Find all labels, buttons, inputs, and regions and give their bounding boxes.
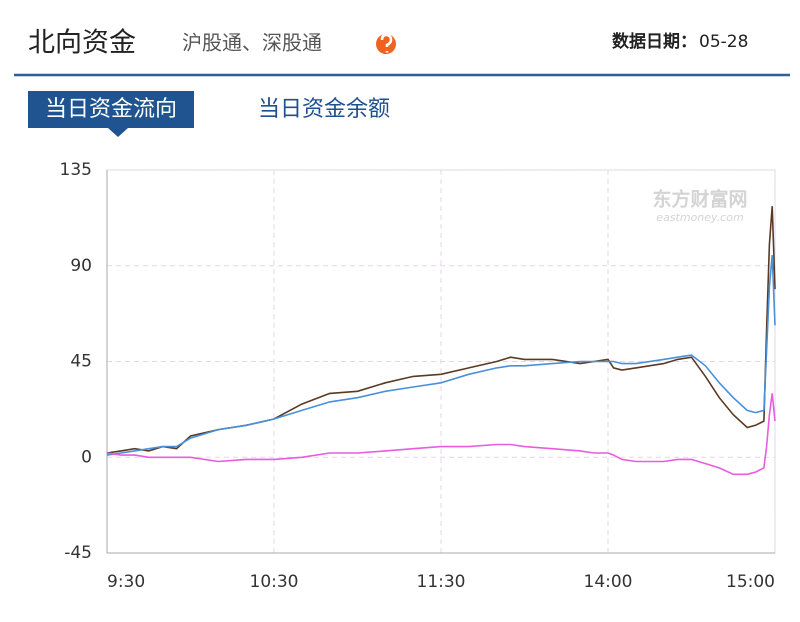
watermark: 东方财富网 [652,188,747,211]
date-value: 05-28 [699,32,748,52]
help-mark [380,33,393,53]
tab[interactable]: 当日资金余额 [258,97,390,122]
tab-pointer [108,128,128,137]
x-tick-label: 15:00 [726,572,775,592]
header-title: 北向资金 [28,28,136,59]
x-tick-label: 9:30 [107,572,145,592]
x-tick-label: 11:30 [417,572,466,592]
series-line [106,393,776,476]
y-tick-label: -45 [64,543,92,563]
tab-active[interactable]: 当日资金流向 [45,97,177,122]
y-tick-label: 0 [81,447,92,467]
help-icon[interactable] [376,33,396,54]
x-tick-label: 14:00 [584,572,633,592]
header-subtitle: 沪股通、深股通 [182,31,322,55]
x-tick-label: 10:30 [250,572,299,592]
tab-active-bg [28,91,194,128]
series-line [106,255,776,456]
date-label: 数据日期： [612,31,697,52]
y-tick-label: 135 [60,160,92,180]
series-line [106,206,776,454]
y-tick-label: 90 [70,256,92,276]
watermark-sub: eastmoney.com [656,211,743,224]
y-tick-label: 45 [70,352,92,372]
